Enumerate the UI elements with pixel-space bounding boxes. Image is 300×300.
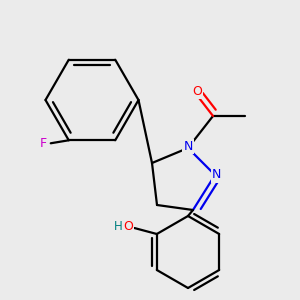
Text: N: N: [212, 169, 221, 182]
Text: F: F: [40, 137, 47, 150]
Text: N: N: [183, 140, 193, 153]
Text: O: O: [123, 220, 133, 233]
Text: O: O: [192, 85, 202, 98]
Text: H: H: [113, 220, 122, 233]
